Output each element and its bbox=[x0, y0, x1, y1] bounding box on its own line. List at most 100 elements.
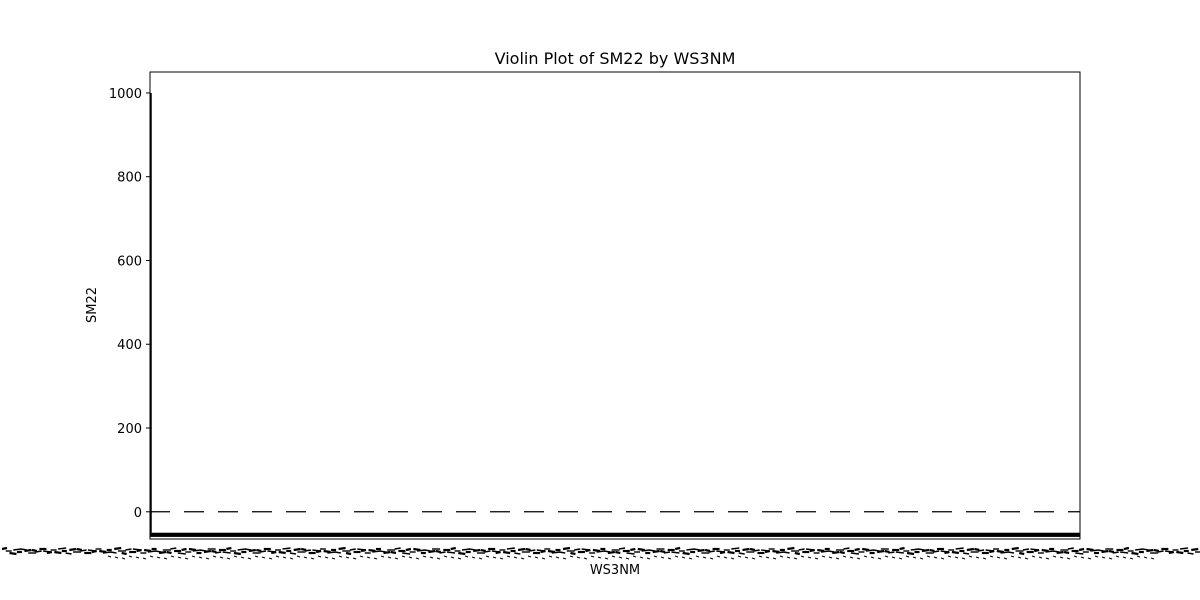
x-tick-label-fragment bbox=[1101, 549, 1109, 554]
x-tick-label-fragment bbox=[188, 547, 197, 552]
x-tick-label-fragment bbox=[1115, 555, 1120, 558]
x-tick-label-fragment bbox=[65, 552, 72, 555]
x-tick-label-fragment bbox=[765, 556, 770, 559]
x-tick-label-fragment bbox=[1179, 547, 1189, 550]
x-tick-label-fragment bbox=[1122, 556, 1127, 559]
x-tick-label-fragment bbox=[345, 551, 352, 556]
x-tick-label-fragment bbox=[317, 555, 322, 558]
plot-area: 0 200 400 600 800 1000 bbox=[109, 71, 1081, 540]
x-tick-label-fragment bbox=[247, 557, 252, 560]
x-tick-label-fragment bbox=[35, 550, 42, 553]
x-tick-label-fragment bbox=[731, 547, 740, 550]
x-tick-label-fragment bbox=[394, 557, 399, 560]
x-tick-label-fragment bbox=[457, 557, 462, 560]
x-tick-label-fragment bbox=[963, 552, 970, 555]
x-tick-label-fragment bbox=[215, 551, 222, 554]
x-tick-label-fragment bbox=[1019, 551, 1025, 556]
x-tick-label-fragment bbox=[345, 556, 350, 559]
x-tick-label-fragment bbox=[906, 551, 915, 556]
x-tick-label-fragment bbox=[854, 547, 860, 552]
x-tick-label-fragment bbox=[415, 557, 420, 560]
x-tick-label-fragment bbox=[1033, 548, 1040, 553]
x-tick-label-fragment bbox=[682, 551, 690, 556]
x-tick-label-fragment bbox=[446, 551, 456, 554]
x-tick-label-fragment bbox=[315, 549, 322, 554]
x-tick-label-fragment bbox=[450, 546, 456, 551]
x-tick-label-fragment bbox=[663, 551, 671, 554]
x-tick-label-fragment bbox=[422, 555, 427, 558]
x-tick-label-fragment bbox=[480, 548, 486, 553]
x-tick-label-fragment bbox=[776, 551, 785, 554]
x-tick-label-fragment bbox=[632, 555, 637, 558]
y-tick-label: 400 bbox=[117, 338, 142, 353]
x-tick-label-fragment bbox=[1075, 552, 1084, 555]
x-tick-label-fragment bbox=[271, 550, 277, 555]
x-tick-label-fragment bbox=[730, 557, 735, 560]
x-tick-label-fragment bbox=[562, 557, 567, 560]
x-tick-label-fragment bbox=[709, 557, 714, 560]
x-tick-label-fragment bbox=[163, 557, 168, 560]
x-tick-label-fragment bbox=[764, 549, 771, 554]
x-tick-label-fragment bbox=[76, 547, 83, 552]
x-tick-label-fragment bbox=[443, 555, 448, 558]
x-tick-label-fragment bbox=[402, 552, 411, 555]
x-tick-label-fragment bbox=[177, 556, 182, 559]
x-tick-label-fragment bbox=[876, 549, 885, 554]
x-tick-label-fragment bbox=[114, 556, 119, 559]
x-tick-label-fragment bbox=[944, 550, 950, 555]
x-tick-label-fragment bbox=[394, 547, 401, 550]
x-tick-label-fragment bbox=[360, 548, 367, 553]
x-tick-label-fragment bbox=[1010, 555, 1015, 558]
x-tick-label-fragment bbox=[966, 547, 975, 552]
x-tick-label-fragment bbox=[1059, 556, 1064, 559]
x-tick-label-fragment bbox=[653, 555, 658, 558]
x-tick-label-fragment bbox=[31, 548, 38, 553]
x-tick-label-fragment bbox=[697, 548, 705, 553]
x-tick-label-fragment bbox=[1045, 550, 1054, 553]
x-tick-label-fragment bbox=[641, 549, 650, 552]
x-tick-label-fragment bbox=[517, 547, 526, 552]
x-tick-label-fragment bbox=[856, 557, 861, 560]
x-tick-label-fragment bbox=[1191, 547, 1199, 552]
x-tick-label-fragment bbox=[58, 547, 67, 550]
x-tick-label-fragment bbox=[69, 547, 77, 552]
x-tick-label-fragment bbox=[592, 548, 601, 553]
x-tick-label-fragment bbox=[1136, 555, 1141, 558]
x-tick-label-fragment bbox=[125, 548, 132, 551]
x-tick-label-fragment bbox=[884, 555, 889, 558]
x-tick-label-fragment bbox=[99, 549, 107, 554]
x-tick-label-fragment bbox=[268, 557, 273, 560]
x-tick-label-fragment bbox=[275, 555, 280, 558]
x-tick-label-fragment bbox=[525, 547, 531, 552]
x-tick-label-fragment bbox=[121, 551, 127, 556]
x-tick-label-fragment bbox=[618, 547, 626, 550]
x-tick-label-fragment bbox=[1129, 557, 1134, 560]
x-tick-label-fragment bbox=[842, 555, 847, 558]
x-tick-label-fragment bbox=[551, 551, 560, 554]
x-tick-label-fragment bbox=[166, 550, 172, 555]
x-tick-label-fragment bbox=[989, 555, 994, 558]
x-tick-label-fragment bbox=[502, 550, 511, 555]
x-tick-label-fragment bbox=[1, 546, 8, 551]
x-tick-label-fragment bbox=[478, 557, 483, 560]
x-tick-label-fragment bbox=[1000, 551, 1009, 554]
x-tick-label-fragment bbox=[1131, 551, 1139, 556]
x-tick-label-fragment bbox=[929, 548, 935, 553]
x-tick-label-fragment bbox=[919, 557, 924, 560]
x-tick-label-fragment bbox=[989, 549, 995, 554]
chart-title: Violin Plot of SM22 by WS3NM bbox=[495, 49, 736, 68]
x-tick-label-fragment bbox=[1045, 557, 1050, 560]
x-tick-label-fragment bbox=[222, 551, 231, 554]
x-tick-label-fragment bbox=[1176, 550, 1184, 555]
x-tick-label-fragment bbox=[405, 547, 412, 552]
x-tick-label-fragment bbox=[977, 549, 985, 552]
x-tick-label-fragment bbox=[1153, 548, 1160, 553]
x-tick-label-fragment bbox=[529, 549, 536, 552]
x-tick-label-fragment bbox=[1086, 547, 1094, 552]
x-tick-label-fragment bbox=[520, 557, 525, 560]
x-tick-label-fragment bbox=[604, 557, 609, 560]
x-tick-label-fragment bbox=[191, 555, 196, 558]
x-tick-label-fragment bbox=[107, 555, 112, 558]
x-tick-label-fragment bbox=[1063, 550, 1070, 555]
